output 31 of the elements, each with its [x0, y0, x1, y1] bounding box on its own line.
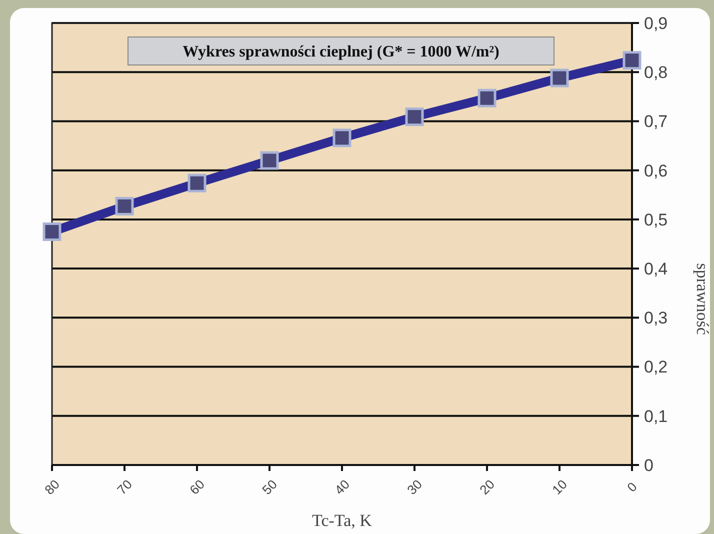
y-tick-label: 0,8 — [644, 63, 668, 82]
point — [115, 196, 134, 216]
x-tick-label: 20 — [476, 476, 498, 498]
x-tick-label: 0 — [624, 479, 640, 495]
x-tick-label: 10 — [549, 476, 570, 498]
y-tick-label: 0,9 — [644, 14, 668, 33]
y-axis-title: sprawność — [693, 263, 712, 336]
y-tick-label: 0,7 — [644, 112, 668, 132]
y-tick-label: 0,3 — [644, 308, 668, 328]
point — [332, 128, 352, 148]
point — [622, 51, 642, 70]
x-tick-label: 50 — [259, 476, 280, 498]
y-tick-label: 0,4 — [644, 260, 668, 279]
point — [42, 222, 62, 241]
y-tick-label: 0 — [644, 456, 654, 475]
point — [478, 88, 496, 108]
point — [405, 108, 424, 126]
point — [260, 151, 279, 170]
point — [550, 68, 569, 88]
point — [188, 174, 206, 192]
x-tick-label: 70 — [114, 476, 135, 498]
y-tick-label: 0,6 — [644, 161, 668, 180]
x-tick-label: 40 — [332, 476, 352, 498]
y-tick-label: 0,1 — [644, 406, 668, 426]
text: Wykres sprawności cieplnej (G* = 1000 W/m²) — [182, 44, 500, 61]
x-tick-label: 80 — [42, 476, 62, 498]
x-tick-label: 60 — [186, 476, 208, 498]
x-tick-label: 30 — [404, 476, 425, 498]
y-tick-label: 0,2 — [644, 358, 668, 377]
y-tick-label: 0,5 — [644, 210, 668, 230]
x-axis-title: Tc-Ta, K — [312, 511, 373, 530]
